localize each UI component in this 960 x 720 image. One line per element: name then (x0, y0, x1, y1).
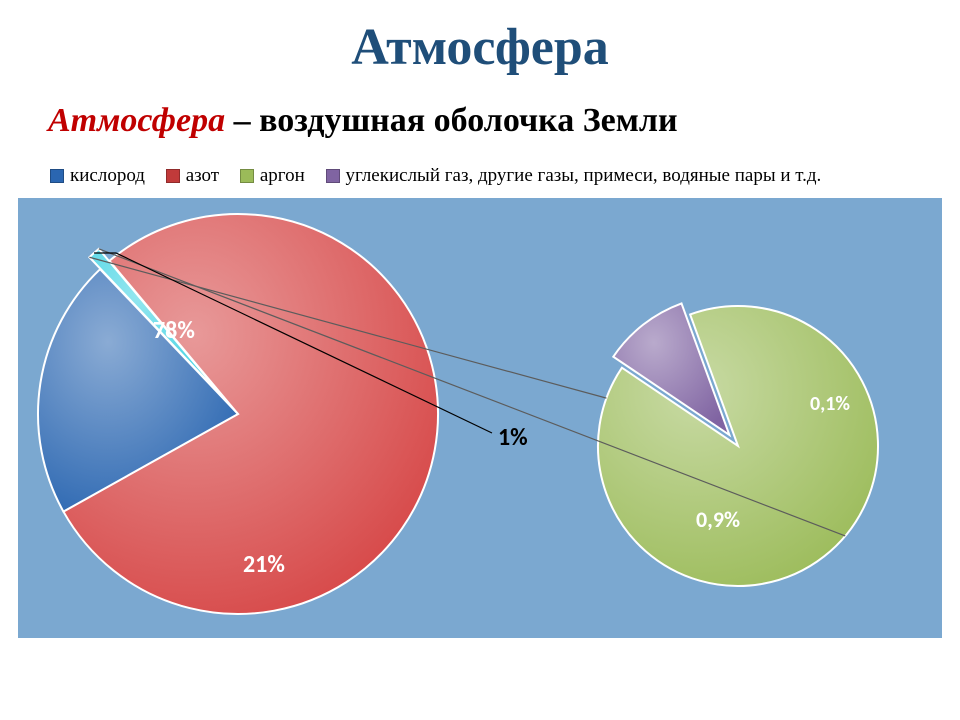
label-oxygen: 21% (243, 550, 285, 579)
label-nitrogen: 78% (153, 316, 195, 345)
label-argon: 0,9% (696, 506, 740, 533)
label-other-1pct: 1% (498, 423, 528, 452)
legend-item: аргон (240, 165, 313, 187)
legend-item: азот (166, 165, 227, 187)
subtitle-rest: – воздушная оболочка Земли (225, 102, 677, 139)
legend-swatch (50, 169, 64, 183)
label-co2-etc: 0,1% (810, 392, 850, 416)
pie-svg (18, 198, 942, 638)
legend-item: кислород (50, 165, 153, 187)
pie-chart-of-pie: 78% 21% 1% 0,9% 0,1% (18, 198, 942, 638)
legend-item: углекислый газ, другие газы, примеси, во… (326, 165, 830, 187)
slide-subtitle: Атмосфера – воздушная оболочка Земли (48, 102, 678, 140)
legend-swatch (326, 169, 340, 183)
slide-title: Атмосфера (0, 18, 960, 77)
chart-legend: кислород азот аргон углекислый газ, друг… (50, 165, 837, 189)
legend-swatch (240, 169, 254, 183)
legend-swatch (166, 169, 180, 183)
subtitle-emphasis: Атмосфера (48, 102, 225, 139)
